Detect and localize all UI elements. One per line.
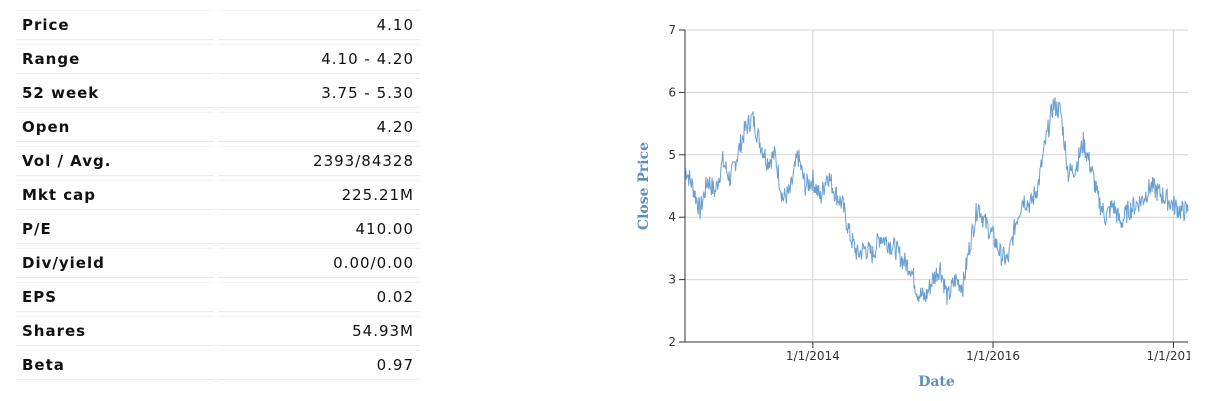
stat-label: Beta [16,350,214,380]
stat-value: 2393/84328 [218,146,420,176]
y-axis-title: Close Price [636,142,652,230]
stat-row: Range 4.10 - 4.20 [16,44,420,74]
stat-row: Beta 0.97 [16,350,420,380]
y-tick-label: 5 [668,148,676,162]
stat-value: 4.20 [218,112,420,142]
stat-label: Price [16,10,214,40]
stat-value: 4.10 [218,10,420,40]
y-tick-label: 3 [668,273,676,287]
stat-label: P/E [16,214,214,244]
stat-row: EPS 0.02 [16,282,420,312]
stat-value: 0.02 [218,282,420,312]
stat-label: 52 week [16,78,214,108]
stat-label: Div/yield [16,248,214,278]
stat-row: Vol / Avg. 2393/84328 [16,146,420,176]
y-tick-label: 2 [668,335,676,349]
stat-row: Price 4.10 [16,10,420,40]
stat-value: 4.10 - 4.20 [218,44,420,74]
y-tick-label: 7 [668,23,676,37]
stat-value: 410.00 [218,214,420,244]
y-tick-label: 4 [668,210,676,224]
stat-row: Shares 54.93M [16,316,420,346]
y-tick-label: 6 [668,85,676,99]
stat-value: 0.00/0.00 [218,248,420,278]
stat-label: Range [16,44,214,74]
stat-label: Open [16,112,214,142]
x-tick-label: 1/1/2016 [966,349,1020,363]
stat-row: Div/yield 0.00/0.00 [16,248,420,278]
quote-stats-table: Price 4.10 Range 4.10 - 4.20 52 week 3.75 - 5… [16,6,420,384]
stat-row: Mkt cap 225.21M [16,180,420,210]
stat-row: P/E 410.00 [16,214,420,244]
stat-row: Open 4.20 [16,112,420,142]
stat-row: 52 week 3.75 - 5.30 [16,78,420,108]
close-price-chart: 2 3 4 5 6 7 1/1/2014 1/1/2016 1/1/2018 Date Close … [636,23,1190,390]
stat-label: Mkt cap [16,180,214,210]
series-line [685,97,1189,305]
stat-label: EPS [16,282,214,312]
x-axis-title: Date [918,374,955,390]
stat-value: 3.75 - 5.30 [218,78,420,108]
stat-value: 0.97 [218,350,420,380]
x-tick-label: 1/1/2018 [1146,349,1190,363]
x-tick-label: 1/1/2014 [786,349,840,363]
stat-label: Shares [16,316,214,346]
stat-value: 54.93M [218,316,420,346]
stat-label: Vol / Avg. [16,146,214,176]
stat-value: 225.21M [218,180,420,210]
